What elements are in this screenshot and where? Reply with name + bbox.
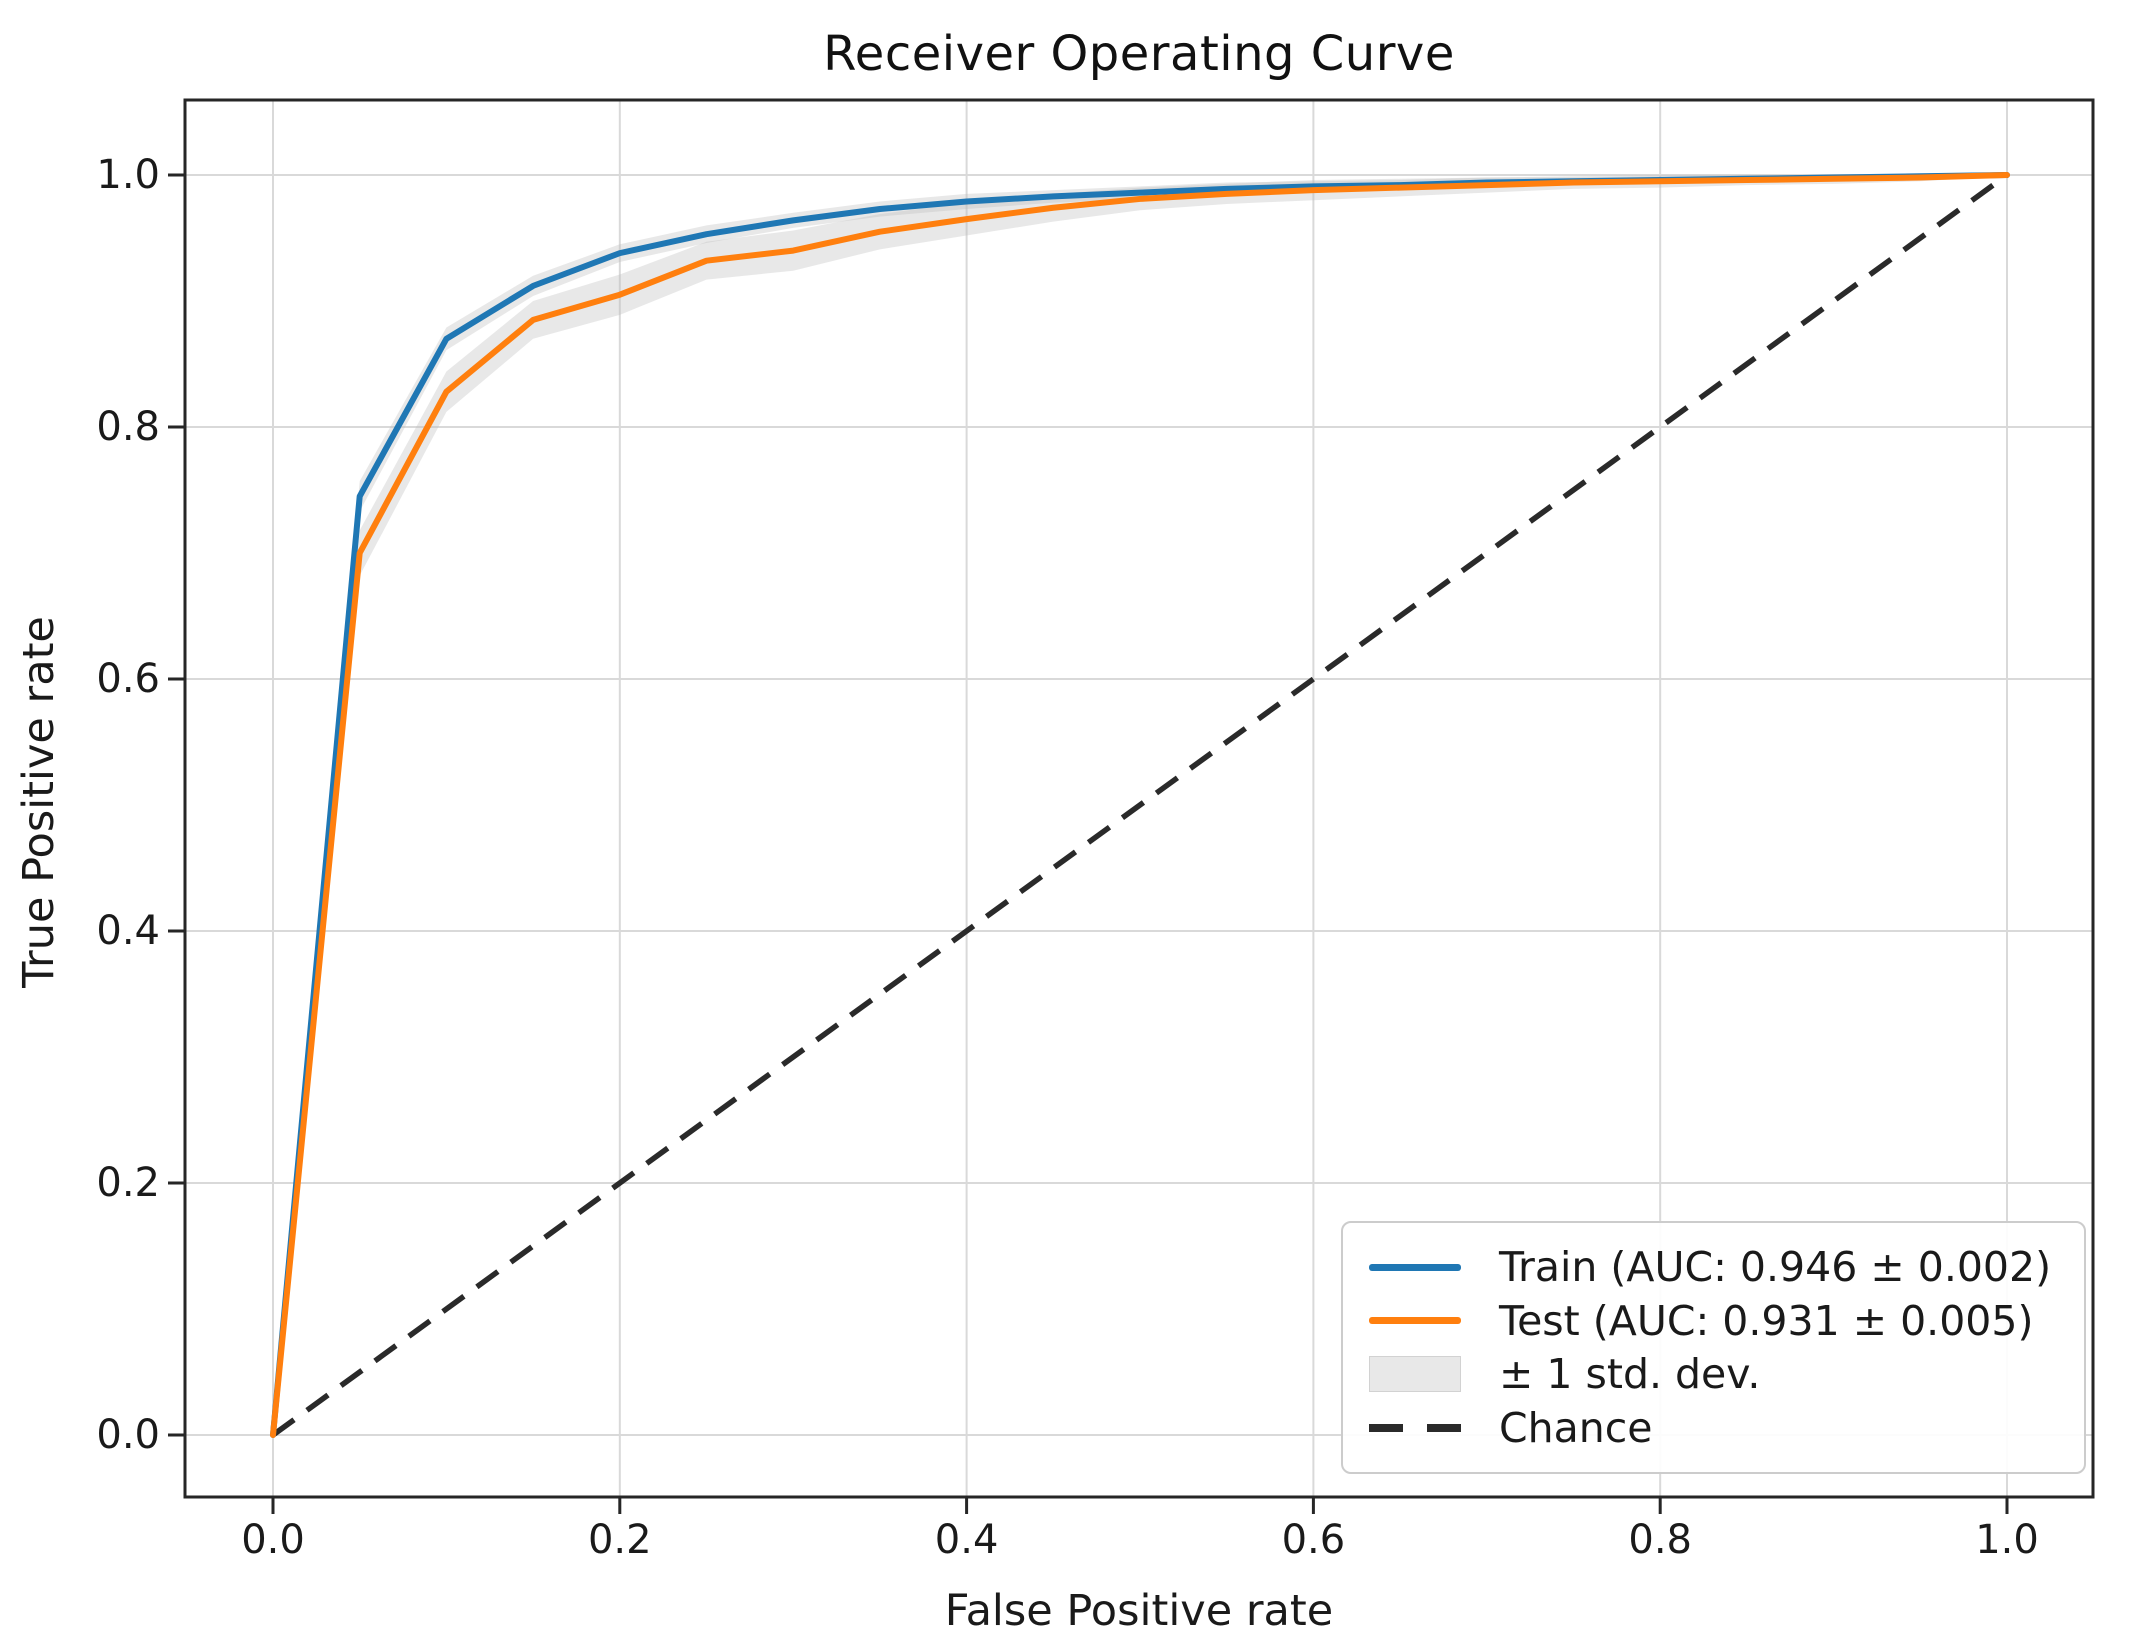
y-tick-label: 1.0: [96, 152, 160, 198]
x-tick-label: 0.4: [934, 1517, 999, 1563]
chance-dash-swatch: [1369, 1423, 1461, 1432]
legend-item-train: Train (AUC: 0.946 ± 0.002): [1369, 1241, 2058, 1293]
chance-line: [271, 172, 2009, 1438]
legend-item-test: Test (AUC: 0.931 ± 0.005): [1369, 1295, 2058, 1347]
y-tick-label: 0.6: [96, 656, 160, 702]
axes-spines: [183, 98, 2095, 1499]
test-line-swatch: [1369, 1317, 1461, 1325]
legend-label-test: Test (AUC: 0.931 ± 0.005): [1499, 1296, 2034, 1345]
chart-title: Receiver Operating Curve: [823, 26, 1455, 82]
x-tick-label: 1.0: [1975, 1517, 2039, 1563]
train-line-swatch: [1369, 1263, 1461, 1271]
legend-label-train: Train (AUC: 0.946 ± 0.002): [1499, 1243, 2052, 1291]
std-dev-patch-swatch: [1369, 1356, 1461, 1393]
x-tick-label: 0.6: [1281, 1517, 1346, 1563]
x-axis-label: False Positive rate: [944, 1586, 1334, 1636]
y-tick-label: 0.4: [96, 908, 160, 954]
x-tick-label: 0.0: [241, 1517, 305, 1563]
legend-label-std-dev: ± 1 std. dev.: [1499, 1350, 1761, 1399]
x-tick-label: 0.2: [587, 1517, 652, 1563]
legend-label-chance: Chance: [1499, 1403, 1653, 1452]
test-roc-curve: [270, 172, 2010, 1438]
legend: Train (AUC: 0.946 ± 0.002) Test (AUC: 0.…: [1341, 1221, 2086, 1474]
x-tick-label: 0.8: [1628, 1517, 1692, 1563]
legend-item-std-dev: ± 1 std. dev.: [1369, 1348, 2058, 1400]
y-tick-label: 0.8: [96, 404, 160, 450]
legend-item-chance: Chance: [1369, 1402, 2058, 1454]
y-tick-label: 0.2: [96, 1160, 160, 1206]
y-tick-label: 0.0: [96, 1412, 160, 1458]
y-axis-label: True Positive rate: [14, 616, 64, 988]
